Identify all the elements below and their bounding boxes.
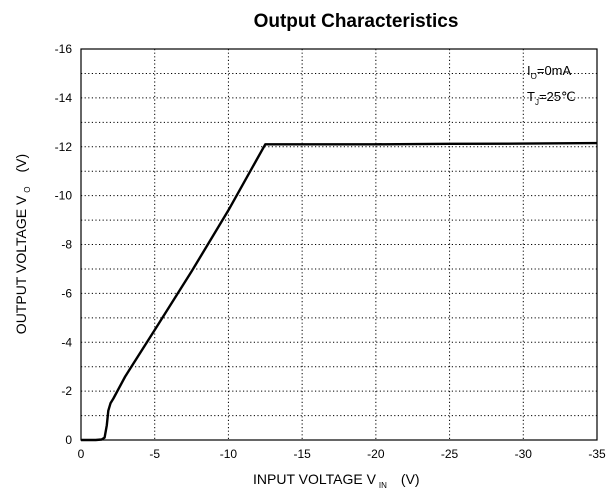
- x-tick-label: -35: [588, 447, 606, 461]
- y-tick-label: -14: [55, 91, 73, 105]
- series-line-1: [81, 141, 598, 442]
- y-tick-label: -4: [61, 335, 72, 349]
- annotation-current: IO=0mA: [527, 63, 572, 81]
- plot-frame: [80, 48, 598, 441]
- annotation-current-sub: O: [531, 72, 537, 81]
- y-tick-label: -10: [55, 189, 73, 203]
- y-tick-label: -8: [61, 238, 72, 252]
- annotation-temperature: TJ=25℃: [527, 89, 576, 107]
- x-tick-labels: 0 -5 -10 -15 -20 -25 -30 -35: [78, 447, 606, 461]
- annotation-current-symbol: I: [527, 63, 531, 78]
- series-group: [81, 141, 598, 442]
- y-tick-label: -12: [55, 140, 73, 154]
- annotation-temperature-sub: J: [535, 98, 539, 107]
- y-axis-label-text: OUTPUT VOLTAGE V: [13, 195, 29, 334]
- annotation-current-value: =0mA: [537, 63, 572, 78]
- y-tick-label: -16: [55, 42, 73, 56]
- x-tick-label: -20: [367, 447, 385, 461]
- y-tick-label: 0: [65, 433, 72, 447]
- chart-title: Output Characteristics: [254, 11, 459, 32]
- x-tick-label: -25: [441, 447, 459, 461]
- grid: [81, 49, 597, 440]
- y-axis-label: OUTPUT VOLTAGE V O (V): [13, 154, 32, 334]
- x-tick-label: -5: [149, 447, 160, 461]
- y-tick-labels: 0 -2 -4 -6 -8 -10 -12 -14 -16: [55, 42, 73, 447]
- x-tick-label: 0: [78, 447, 85, 461]
- x-axis-label-sub: IN: [379, 481, 387, 490]
- x-axis-label-unit: (V): [401, 471, 420, 487]
- x-axis-label: INPUT VOLTAGE V IN (V): [253, 471, 420, 490]
- y-axis-label-sub: O: [23, 186, 32, 192]
- annotation-temperature-value: =25℃: [539, 89, 576, 104]
- svg-text:IO=0mA: IO=0mA: [527, 63, 572, 81]
- x-tick-label: -30: [515, 447, 533, 461]
- y-axis-label-unit: (V): [13, 154, 29, 173]
- y-tick-label: -2: [61, 384, 72, 398]
- y-tick-label: -6: [61, 286, 72, 300]
- x-tick-label: -15: [293, 447, 311, 461]
- x-axis-label-text: INPUT VOLTAGE V: [253, 471, 377, 487]
- x-tick-label: -10: [220, 447, 238, 461]
- svg-text:TJ=25℃: TJ=25℃: [527, 89, 576, 107]
- annotation-temperature-symbol: T: [527, 89, 535, 104]
